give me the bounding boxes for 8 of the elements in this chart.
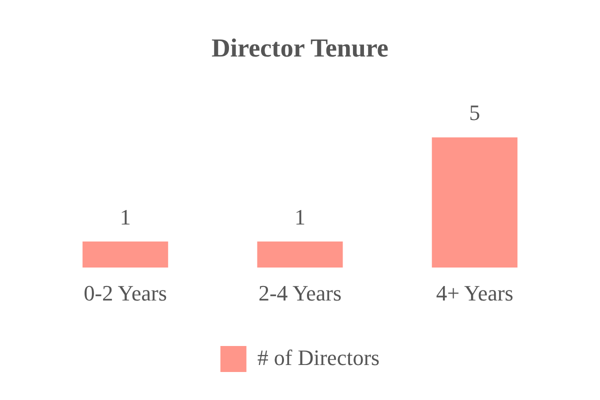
legend-label: # of Directors (257, 344, 380, 370)
chart-title: Director Tenure (212, 33, 388, 62)
data-label: 1 (294, 204, 306, 230)
x-tick-label: 2-4 Years (258, 280, 342, 306)
x-tick-label: 4+ Years (436, 280, 514, 306)
data-label: 5 (469, 100, 480, 126)
x-tick-label: 0-2 Years (84, 280, 167, 306)
data-label: 1 (120, 204, 131, 230)
